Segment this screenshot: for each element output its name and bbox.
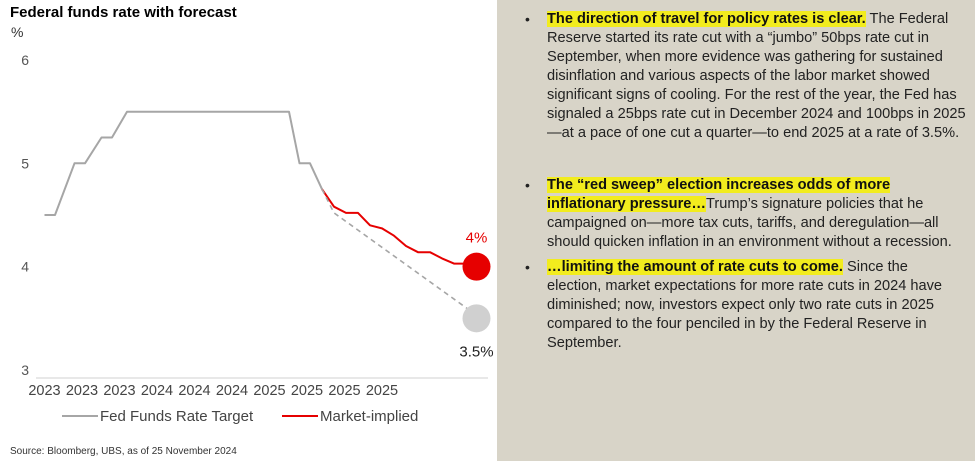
fed-funds-target-line <box>44 110 323 216</box>
x-tick-label: 2023 <box>103 383 135 399</box>
bullet-text: Trump’s signature policies that he campa… <box>547 196 952 250</box>
commentary-panel: • The direction of travel for policy rat… <box>497 0 975 461</box>
bullet-highlight: …limiting the amount of rate cuts to com… <box>547 259 843 275</box>
y-tick-label: 5 <box>21 155 29 171</box>
end-marker <box>462 252 491 281</box>
source-note: Source: Bloomberg, UBS, as of 25 Novembe… <box>10 446 237 457</box>
chart-panel: Federal funds rate with forecast % 3 4 5 6 2… <box>10 4 494 457</box>
y-tick-label: 4 <box>21 259 29 275</box>
bullet-text: Since the election, market expectations … <box>547 259 943 351</box>
bullet-dot-icon: • <box>525 11 530 27</box>
x-tick-label: 2024 <box>178 383 210 399</box>
forecast-dashed-line <box>321 188 477 316</box>
fed-funds-chart: 3 4 5 6 2023 2023 2023 2024 2024 2024 2025 2025 2025… <box>21 52 493 425</box>
x-tick-label: 2025 <box>253 383 285 399</box>
y-axis-unit: % <box>11 24 24 40</box>
x-tick-label: 2025 <box>291 383 323 399</box>
end-marker <box>462 304 491 333</box>
bullet-list: • The direction of travel for policy rat… <box>521 10 966 353</box>
x-tick-label: 2025 <box>328 383 360 399</box>
y-tick-label: 6 <box>21 52 29 68</box>
legend-label: Market-implied <box>320 408 418 425</box>
bullet-item-policy-direction: • The direction of travel for policy rat… <box>521 10 966 143</box>
x-tick-label: 2025 <box>366 383 398 399</box>
bullet-item-red-sweep: • The “red sweep” election increases odd… <box>521 176 966 252</box>
x-tick-label: 2023 <box>66 383 98 399</box>
chart-title: Federal funds rate with forecast <box>10 4 237 21</box>
y-tick-label: 3 <box>21 362 29 378</box>
legend-label: Fed Funds Rate Target <box>100 408 254 425</box>
bullet-highlight: The direction of travel for policy rates… <box>547 11 866 27</box>
bullet-item-rate-cuts: • …limiting the amount of rate cuts to c… <box>521 258 966 353</box>
bullet-text: The Federal Reserve started its rate cut… <box>547 11 966 141</box>
end-marker-label: 3.5% <box>459 343 493 360</box>
x-tick-label: 2024 <box>216 383 248 399</box>
end-marker-label: 4% <box>466 230 488 247</box>
x-tick-label: 2024 <box>141 383 173 399</box>
market-implied-line <box>321 188 466 265</box>
x-tick-label: 2023 <box>28 383 60 399</box>
bullet-dot-icon: • <box>525 259 530 275</box>
bullet-dot-icon: • <box>525 177 530 193</box>
